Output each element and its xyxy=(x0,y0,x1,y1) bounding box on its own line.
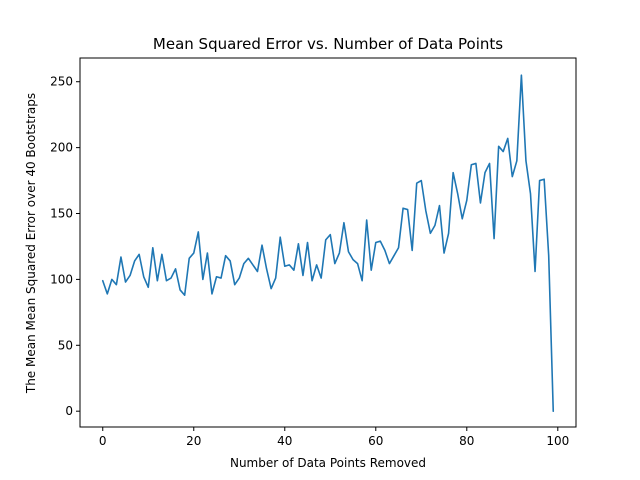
chart-title: Mean Squared Error vs. Number of Data Po… xyxy=(153,35,503,53)
x-tick-label: 60 xyxy=(368,434,383,448)
y-tick-label: 0 xyxy=(65,404,73,418)
x-tick-label: 100 xyxy=(546,434,569,448)
y-tick-label: 200 xyxy=(50,141,73,155)
y-tick-label: 50 xyxy=(58,338,73,352)
x-tick-label: 80 xyxy=(459,434,474,448)
x-tick-label: 40 xyxy=(277,434,292,448)
y-tick-label: 100 xyxy=(50,272,73,286)
x-axis-label: Number of Data Points Removed xyxy=(230,456,426,470)
y-tick-label: 250 xyxy=(50,75,73,89)
plot-frame xyxy=(79,57,577,428)
x-tick-label: 0 xyxy=(99,434,107,448)
y-tick-label: 150 xyxy=(50,207,73,221)
x-tick-label: 20 xyxy=(186,434,201,448)
y-axis: 0 50 100 150 200 250 xyxy=(50,75,80,418)
series-layer xyxy=(101,74,555,412)
plot-area xyxy=(79,57,577,428)
series-line xyxy=(101,74,555,412)
x-axis: 0 20 40 60 80 100 xyxy=(99,427,569,448)
y-axis-label: The Mean Mean Squared Error over 40 Boot… xyxy=(24,93,38,394)
